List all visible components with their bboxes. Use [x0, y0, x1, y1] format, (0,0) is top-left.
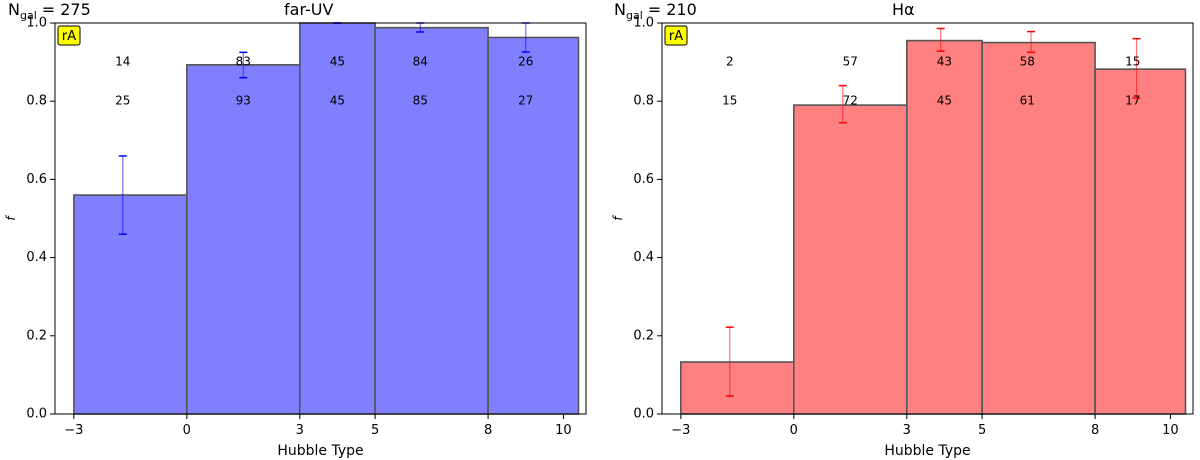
count-label-bottom: 93	[236, 94, 251, 108]
count-label-bottom: 15	[722, 94, 737, 108]
y-axis-label: f	[611, 215, 625, 221]
y-axis-label: f	[4, 215, 18, 221]
count-label-top: 14	[115, 55, 130, 69]
panel-far-uv: Ngal = 275 far-UV 142583934545848526270.0…	[4, 0, 587, 459]
histogram-bar	[73, 194, 188, 415]
chart-title: far-UV	[284, 0, 333, 19]
x-tick-label: 5	[371, 423, 379, 438]
x-tick-label: 0	[183, 423, 191, 438]
count-label-bottom: 45	[330, 94, 345, 108]
y-tick-label: 0.8	[26, 94, 47, 109]
count-label-top: 58	[1020, 55, 1035, 69]
tag-label: rA	[62, 29, 76, 44]
y-tick-label: 0.2	[633, 328, 654, 343]
count-label-bottom: 27	[518, 94, 533, 108]
histogram-bar	[793, 104, 908, 415]
y-tick-label: 0.6	[26, 172, 47, 187]
count-label-top: 84	[413, 55, 428, 69]
x-axis-label: Hubble Type	[277, 443, 363, 459]
tag-box: rA	[664, 25, 688, 46]
x-axis-label: Hubble Type	[884, 443, 970, 459]
count-label-top: 43	[937, 55, 952, 69]
x-tick-label: 8	[484, 423, 492, 438]
y-tick-label: 0.4	[26, 250, 47, 265]
count-label-bottom: 85	[413, 94, 428, 108]
histogram-bar	[374, 26, 489, 415]
tag-box-background	[664, 25, 688, 46]
y-tick-label: 0.2	[26, 328, 47, 343]
tag-box: rA	[57, 25, 81, 46]
count-label-bottom: 45	[937, 94, 952, 108]
y-tick-label: 0.0	[26, 407, 47, 422]
y-tick-label: 1.0	[633, 16, 654, 31]
histogram-bar	[487, 36, 580, 415]
x-tick-label: 8	[1091, 423, 1099, 438]
x-tick-label: 3	[296, 423, 304, 438]
count-label-top: 26	[518, 55, 533, 69]
histogram-bar	[186, 64, 301, 415]
count-label-top: 2	[726, 55, 734, 69]
histogram-bar	[981, 41, 1096, 415]
x-tick-label: 0	[790, 423, 798, 438]
x-tick-label: 10	[555, 423, 572, 438]
x-tick-label: 3	[903, 423, 911, 438]
y-tick-label: 0.4	[633, 250, 654, 265]
ngal-annotation: Ngal = 210	[614, 0, 697, 22]
y-tick-label: 0.0	[633, 407, 654, 422]
panel-halpha: Ngal = 210 Hα 21557724345586115170.00.20.…	[611, 0, 1194, 459]
x-tick-label: −3	[671, 423, 690, 438]
x-tick-label: 10	[1162, 423, 1179, 438]
y-tick-label: 0.6	[633, 172, 654, 187]
count-label-bottom: 61	[1020, 94, 1035, 108]
count-label-top: 83	[236, 55, 251, 69]
count-label-top: 15	[1125, 55, 1140, 69]
histogram-bar	[298, 22, 376, 415]
y-tick-label: 1.0	[26, 16, 47, 31]
tag-box-background	[57, 25, 81, 46]
axes-frame	[54, 22, 587, 415]
count-label-top: 57	[843, 55, 858, 69]
histogram-bar	[680, 361, 795, 415]
count-label-bottom: 72	[843, 94, 858, 108]
tag-label: rA	[669, 29, 683, 44]
count-label-bottom: 25	[115, 94, 130, 108]
count-label-top: 45	[330, 55, 345, 69]
x-tick-label: 5	[978, 423, 986, 438]
ngal-annotation: Ngal = 275	[8, 0, 91, 22]
y-tick-label: 0.8	[633, 94, 654, 109]
chart-title: Hα	[892, 0, 915, 19]
histogram-bar	[1094, 68, 1187, 415]
count-label-bottom: 17	[1125, 94, 1140, 108]
axes-frame	[661, 22, 1194, 415]
x-tick-label: −3	[64, 423, 83, 438]
